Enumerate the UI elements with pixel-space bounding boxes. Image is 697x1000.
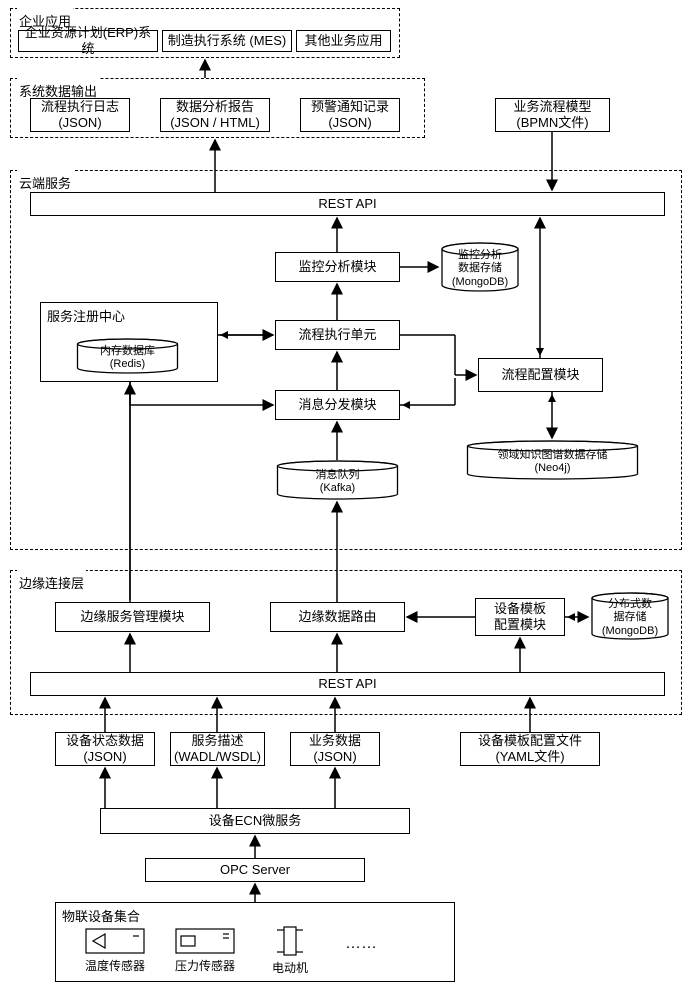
iot-dots: …… bbox=[345, 935, 377, 953]
iot-temp-sensor: 温度传感器 bbox=[75, 928, 155, 974]
box-dev-tpl-file: 设备模板配置文件 (YAML文件) bbox=[460, 732, 600, 766]
box-svc-desc: 服务描述 (WADL/WSDL) bbox=[170, 732, 265, 766]
cyl-mongo-dist: 分布式数 据存储 (MongoDB) bbox=[590, 592, 670, 640]
cyl-neo4j: 领域知识图谱数据存储 (Neo4j) bbox=[465, 440, 640, 480]
box-bpmn: 业务流程模型 (BPMN文件) bbox=[495, 98, 610, 132]
pressure-sensor-icon bbox=[175, 928, 235, 954]
registry-label: 服务注册中心 bbox=[47, 309, 125, 325]
box-other-biz: 其他业务应用 bbox=[296, 30, 391, 52]
box-edge-svc-mgmt: 边缘服务管理模块 bbox=[55, 602, 210, 632]
box-report: 数据分析报告 (JSON / HTML) bbox=[160, 98, 270, 132]
box-erp: 企业资源计划(ERP)系统 bbox=[18, 30, 158, 52]
box-alert: 预警通知记录 (JSON) bbox=[300, 98, 400, 132]
box-edge-router: 边缘数据路由 bbox=[270, 602, 405, 632]
box-ecn: 设备ECN微服务 bbox=[100, 808, 410, 834]
cyl-mongo-monitor: 监控分析 数据存储 (MongoDB) bbox=[440, 242, 520, 292]
box-dev-status: 设备状态数据 (JSON) bbox=[55, 732, 155, 766]
box-dev-tpl-cfg: 设备模板 配置模块 bbox=[475, 598, 565, 636]
group-cloud-label: 云端服务 bbox=[17, 169, 73, 192]
box-biz-data: 业务数据 (JSON) bbox=[290, 732, 380, 766]
box-monitor: 监控分析模块 bbox=[275, 252, 400, 282]
box-rest-api-top: REST API bbox=[30, 192, 665, 216]
group-edge-label: 边缘连接层 bbox=[17, 569, 86, 592]
iot-motor: 电动机 bbox=[260, 926, 320, 976]
box-rest-api-bottom: REST API bbox=[30, 672, 665, 696]
cyl-kafka: 消息队列 (Kafka) bbox=[275, 460, 400, 500]
box-log-json: 流程执行日志 (JSON) bbox=[30, 98, 130, 132]
temp-sensor-icon bbox=[85, 928, 145, 954]
box-mes: 制造执行系统 (MES) bbox=[162, 30, 292, 52]
group-iot-label: 物联设备集合 bbox=[62, 909, 140, 925]
box-exec-unit: 流程执行单元 bbox=[275, 320, 400, 350]
cyl-redis: 内存数据库 (Redis) bbox=[75, 338, 180, 374]
group-output-label: 系统数据输出 bbox=[17, 77, 99, 100]
motor-icon bbox=[276, 926, 304, 956]
iot-pressure-sensor: 压力传感器 bbox=[165, 928, 245, 974]
box-config-module: 流程配置模块 bbox=[478, 358, 603, 392]
box-msg-dispatch: 消息分发模块 bbox=[275, 390, 400, 420]
box-opc: OPC Server bbox=[145, 858, 365, 882]
